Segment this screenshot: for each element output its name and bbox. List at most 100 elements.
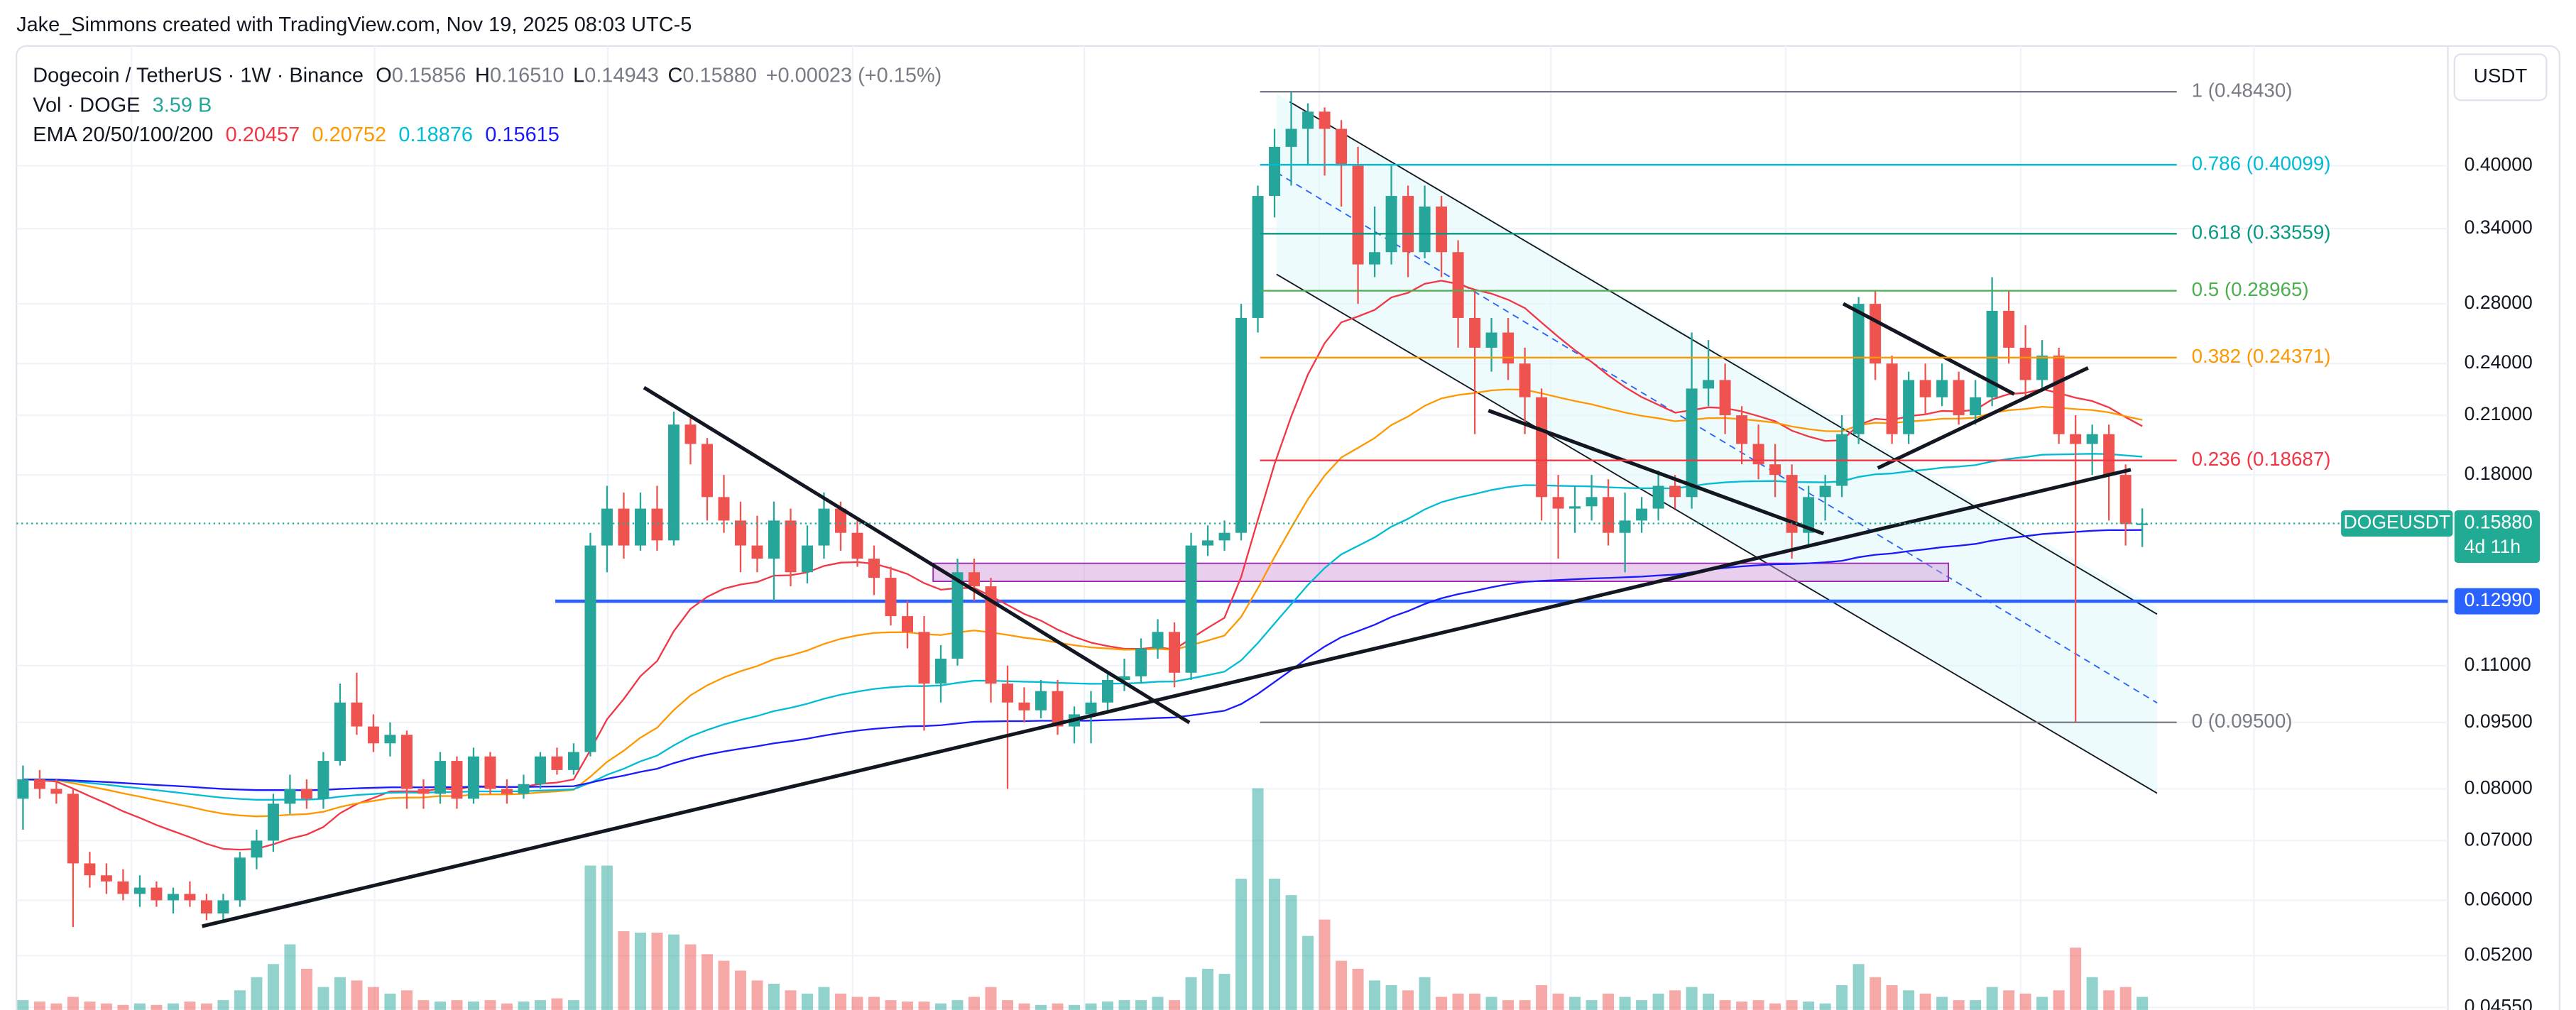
volume-bar [1569,997,1581,1010]
candle-body [133,887,146,894]
volume-bar [1269,879,1281,1010]
volume-bar [84,1001,96,1010]
candle-body [2053,355,2065,434]
candle-body [467,756,479,799]
candle-body [651,508,663,541]
candle-body [1269,146,1281,197]
ohlc-value: 0.15880 [682,64,757,87]
candle-body [868,559,880,578]
y-tick-label: 0.28000 [2465,292,2533,313]
candle-body [684,424,697,444]
candle-body [1336,128,1348,166]
volume-bar [1385,985,1397,1010]
volume-bar [1169,1000,1181,1010]
candle-body [718,497,730,521]
volume-bar [1736,1001,1748,1010]
candle-body [634,508,646,546]
volume-bar [1336,960,1348,1010]
candle-body [2036,355,2048,380]
candle-body [284,789,296,804]
candle-body [1302,111,1314,129]
y-tick-label: 0.40000 [2465,154,2533,175]
candle-body [1235,317,1248,533]
volume-bar [601,865,613,1010]
volume-bar [868,997,880,1010]
volume-bar [835,993,846,1010]
fibonacci: 1 (0.48430) 0.786 (0.40099) 0.618 (0.33559… [1260,79,2331,732]
volume-bar [1953,1000,1965,1010]
plot-area: 1 (0.48430) 0.786 (0.40099) 0.618 (0.33559… [16,45,2448,1010]
y-tick-label: 0.08000 [2465,777,2533,798]
volume-bar [1819,1003,1831,1010]
candle-body [50,789,62,794]
candle-body [351,702,363,727]
candle-body [200,900,212,913]
candle-body [1752,444,1764,465]
candle-body [1886,363,1898,434]
channel-mid [1276,172,2158,704]
fib-label: 0.786 (0.40099) [2192,153,2331,175]
candle-body [1485,332,1497,348]
y-tick-label: 0.06000 [2465,888,2533,909]
legend-ema: EMA 20/50/100/200 0.20457 0.20752 0.1887… [33,121,566,148]
volume-bar [902,1001,913,1010]
fib-label: 0.5 (0.28965) [2192,278,2309,300]
ema-line [23,529,2143,791]
volume-bar [2070,948,2082,1010]
volume-bar [551,998,563,1010]
candle-body [1369,252,1381,265]
volume-bar [1469,993,1481,1010]
candle-body [1586,497,1598,507]
candle-body [584,545,596,752]
volume-bar [67,997,79,1010]
legend-volume: Vol · DOGE 3.59 B [33,92,218,119]
fib-label: 0.236 (0.18687) [2192,448,2331,470]
candle-body [1986,310,1998,397]
volume-bar [234,990,246,1010]
volume-bar [768,983,780,1010]
candle-body [1419,207,1431,253]
volume-bar [167,1003,179,1010]
candle-body [2119,475,2132,525]
candle-body [267,803,279,841]
volume-bar [751,980,763,1010]
volume-bar [133,1003,146,1010]
volume-bar [1302,935,1314,1010]
volume-bar [1970,1000,1982,1010]
candle-body [1903,380,1915,434]
volume-bar [818,987,830,1010]
price-tag-text: 0.15880 [2465,512,2533,533]
candle-body [167,894,179,901]
volume-bar [1603,993,1615,1010]
volume-bar [918,1001,930,1010]
candle-body [802,545,813,573]
volume-bar [467,1001,479,1010]
volume-bar [1619,997,1631,1010]
volume-bar [567,1000,579,1010]
volume-bar [1886,985,1898,1010]
volume-bar [267,964,279,1010]
volume-bar [1936,997,1948,1010]
candle-body [751,545,763,559]
candle-body [400,735,413,789]
candle-body [1135,648,1147,676]
volume-bar [1919,993,1931,1010]
volume-bar [2136,997,2149,1010]
volume-bar [1252,788,1264,1010]
volume-bar [1402,990,1414,1010]
candle-body [818,508,830,546]
candle-body [384,735,396,744]
volume-bar [1536,985,1548,1010]
candle-body [1636,508,1648,521]
volume-bar [2119,987,2132,1010]
candle-body [667,424,680,541]
candle-body [618,508,630,546]
candle-body [33,779,45,789]
candle-body [768,520,780,559]
volume-bar [1752,1000,1764,1010]
candle-body [84,863,96,876]
candle-body [1819,485,1831,498]
candle-body [885,578,897,617]
volume-bar [2036,997,2048,1010]
